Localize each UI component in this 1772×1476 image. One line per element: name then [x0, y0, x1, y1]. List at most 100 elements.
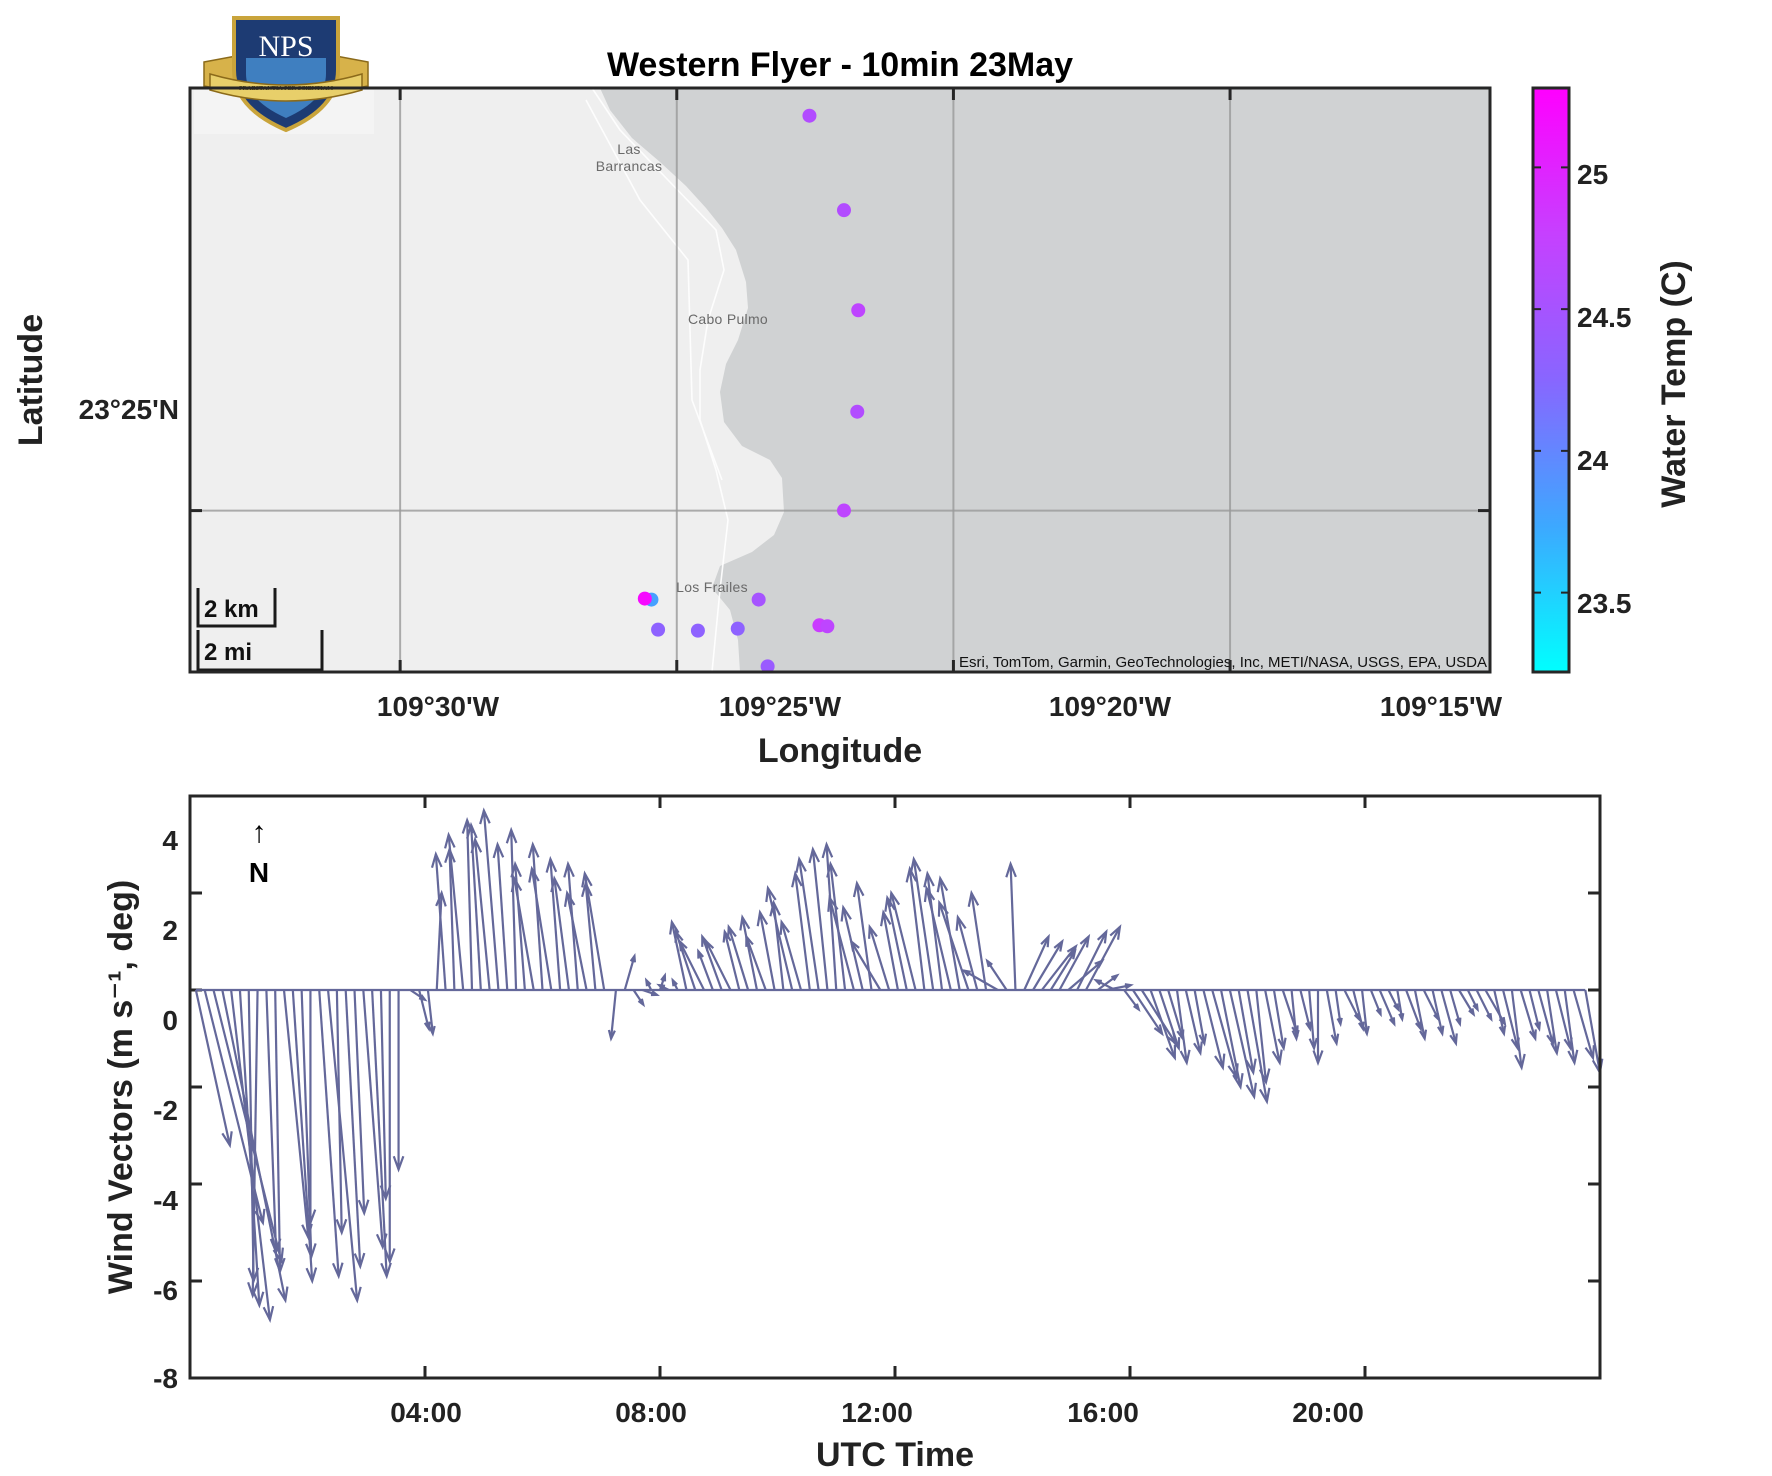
map-ylabel: Latitude: [12, 314, 50, 446]
map-point: [802, 108, 817, 123]
place-cabo-pulmo: Cabo Pulmo: [688, 311, 768, 327]
wind-ytick-4: 4: [162, 825, 178, 856]
wind-vector: [273, 989, 286, 1275]
logo-text: NPS: [258, 30, 313, 63]
wind-vector: [1158, 989, 1181, 1052]
wind-ylabel: Wind Vectors (m s⁻¹, deg): [102, 880, 140, 1294]
wind-vector: [1378, 989, 1396, 1027]
wind-vector: [1360, 989, 1370, 1037]
wind-vector: [745, 933, 767, 991]
wind-vector: [779, 919, 803, 991]
wind-vector: [238, 989, 265, 1309]
map-point: [751, 592, 766, 607]
scale-km-label: 2 km: [204, 596, 259, 623]
wind-ticks: [190, 794, 1600, 1380]
wind-vector: [418, 989, 431, 1032]
wind-vector: [492, 841, 509, 991]
wind-vector: [1084, 924, 1122, 991]
wind-vector: [821, 841, 838, 991]
wind-vector: [905, 865, 926, 991]
wind-vector: [1097, 973, 1120, 991]
wind-xtick-1600: 16:00: [1067, 1397, 1139, 1428]
wind-xtick-1200: 12:00: [841, 1397, 913, 1428]
wind-panel: 4 2 0 -2 -4 -6 -8 04:00 08:00 12:00 16:0…: [102, 794, 1604, 1474]
wind-vector: [1431, 989, 1445, 1037]
wind-vector: [671, 977, 679, 991]
wind-vector: [505, 826, 518, 991]
wind-vector: [335, 989, 348, 1236]
map-point: [637, 591, 652, 606]
wind-vector: [795, 855, 820, 991]
wind-ytick-neg6: -6: [153, 1275, 178, 1306]
map-point: [836, 203, 851, 218]
wind-vector: [1175, 989, 1191, 1066]
wind-vector: [739, 914, 759, 991]
wind-ytick-neg2: -2: [153, 1095, 178, 1126]
wind-vector: [937, 899, 970, 991]
wind-vector: [756, 909, 776, 991]
wind-vector: [353, 989, 370, 1217]
wind-frame: [188, 794, 1602, 1380]
wind-vector: [392, 990, 405, 1173]
wind-vector: [528, 865, 553, 991]
wind-vector: [1396, 989, 1405, 1023]
wind-vector: [1352, 989, 1365, 1032]
wind-vector: [1123, 989, 1141, 1012]
wind-vector: [1546, 989, 1561, 1057]
map-xlabel: Longitude: [758, 732, 922, 770]
wind-vector: [607, 989, 618, 1042]
map-scale-bar: [196, 588, 324, 672]
wind-vector: [961, 969, 999, 991]
scale-mi-label: 2 mi: [204, 639, 252, 666]
wind-vector: [1325, 989, 1340, 1047]
wind-vector: [461, 817, 474, 991]
wind-vector: [1290, 989, 1300, 1042]
wind-vector: [426, 989, 436, 1037]
wind-vector: [550, 875, 571, 991]
wind-vector: [704, 938, 732, 991]
wind-vector: [1202, 989, 1226, 1071]
wind-vector: [510, 875, 535, 991]
map-point: [836, 503, 851, 518]
nps-logo: NPS PRAESTANTIA PER SCIENTIAM: [194, 16, 374, 134]
colorbar-gradient: [1531, 86, 1571, 674]
wind-vector: [247, 989, 259, 1299]
wind-vector: [344, 989, 366, 1270]
map-point: [760, 659, 775, 674]
wind-vector: [470, 836, 491, 991]
map-xtick-2: 109°20'W: [1049, 691, 1172, 722]
wind-vector: [527, 841, 544, 991]
wind-vector: [1458, 989, 1476, 1018]
wind-vector: [1023, 933, 1050, 991]
map-place-labels: Las Barrancas Cabo Pulmo Los Frailes: [596, 141, 768, 595]
map-point: [850, 404, 865, 419]
map-points: [637, 108, 866, 674]
wind-vector: [318, 989, 344, 1280]
wind-vector: [1413, 989, 1428, 1042]
wind-vector: [1132, 989, 1164, 1037]
wind-vector: [642, 988, 660, 997]
wind-vector: [1528, 989, 1542, 1032]
wind-vector: [479, 807, 500, 991]
wind-vector: [923, 885, 952, 991]
wind-vector: [1334, 989, 1343, 1028]
wind-ytick-neg4: -4: [153, 1185, 178, 1216]
map-attribution: Esri, TomTom, Garmin, GeoTechnologies, I…: [959, 654, 1487, 671]
wind-ytick-0: 0: [162, 1005, 178, 1036]
wind-vector: [909, 855, 935, 991]
wind-vector: [697, 948, 714, 991]
wind-vector: [955, 914, 979, 991]
wind-vector: [1312, 990, 1324, 1066]
wind-vector: [1387, 989, 1400, 1013]
wind-vector: [765, 885, 794, 991]
wind-vector: [430, 851, 447, 991]
wind-vector: [1106, 983, 1134, 992]
wind-vector: [1093, 978, 1116, 991]
colorbar-tick-25: 25: [1577, 159, 1608, 190]
wind-vector: [644, 977, 653, 991]
wind-vector: [409, 989, 428, 1002]
wind-vector: [383, 990, 396, 1265]
wind-vectors: [194, 807, 1604, 1323]
wind-vector: [1219, 989, 1244, 1091]
